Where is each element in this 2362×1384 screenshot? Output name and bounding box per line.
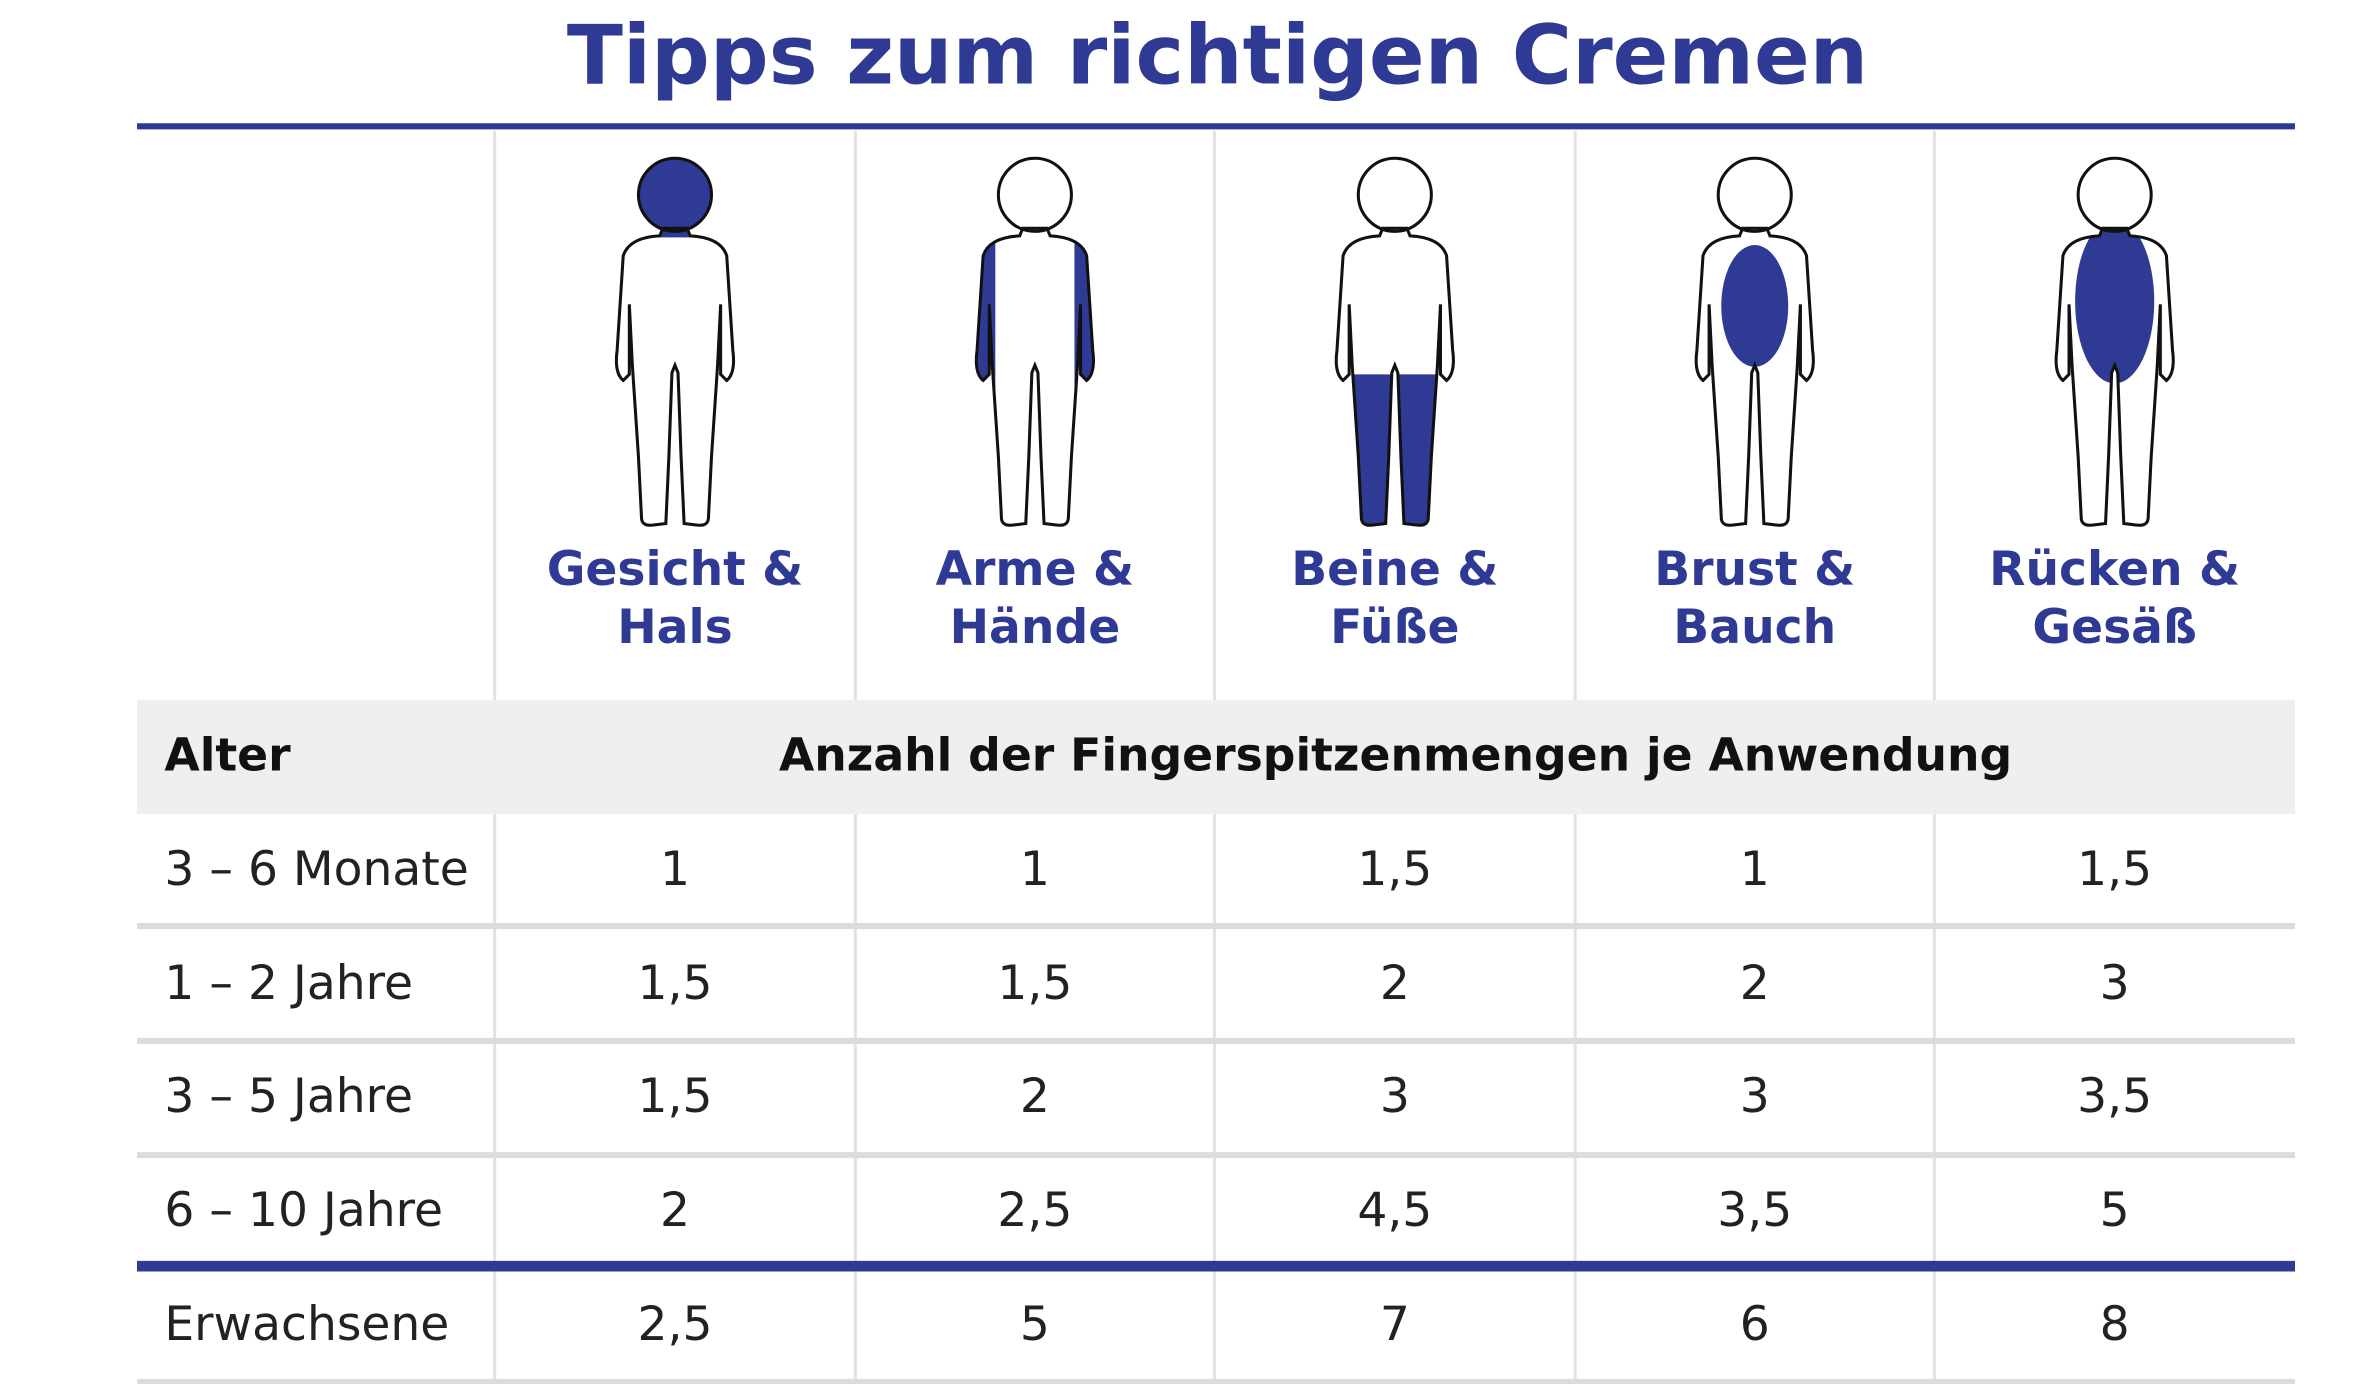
table-cell: 1,5	[2077, 842, 2152, 897]
header-band	[136, 700, 2296, 815]
column-label: Bauch	[1673, 600, 1836, 655]
column-label: Hände	[950, 600, 1121, 655]
table-cell: 2	[1740, 956, 1770, 1011]
highlight	[638, 158, 712, 232]
column-label: Gesäß	[2032, 600, 2197, 655]
header-cell: Alter	[164, 728, 291, 781]
table-cell: 2	[660, 1183, 690, 1238]
header-cell: Anzahl der Fingerspitzenmengen je Anwend…	[779, 728, 2012, 781]
table-cell: 3	[1740, 1069, 1770, 1124]
table-cell: 5	[1020, 1297, 1050, 1352]
table-cell: 1,5	[1357, 842, 1432, 897]
row-label: 3 – 6 Monate	[164, 842, 468, 897]
head-outline	[1356, 156, 1433, 233]
table-cell: 2,5	[637, 1297, 712, 1352]
highlight	[1721, 245, 1789, 367]
row-label: 1 – 2 Jahre	[164, 956, 413, 1011]
table-cell: 1	[660, 842, 690, 897]
head	[1718, 158, 1792, 232]
table-cell: 3,5	[1717, 1183, 1792, 1238]
body-figure	[974, 156, 1096, 527]
table-cell: 1	[1740, 842, 1770, 897]
table-cell: 1,5	[637, 956, 712, 1011]
table-cell: 1	[1020, 842, 1050, 897]
table-cell: 8	[2100, 1297, 2130, 1352]
head-outline	[1716, 156, 1793, 233]
highlight	[659, 228, 691, 238]
head	[1358, 158, 1432, 232]
body-figure	[614, 156, 736, 527]
column-label: Hals	[617, 600, 733, 655]
head	[2078, 158, 2152, 232]
column-label: Brust &	[1654, 542, 1855, 597]
table-cell: 2	[1380, 956, 1410, 1011]
body-figure	[2054, 156, 2175, 527]
column-label: Arme &	[936, 542, 1134, 597]
column-label: Beine &	[1291, 542, 1498, 597]
head	[998, 158, 1072, 232]
table-cell: 3,5	[2077, 1069, 2152, 1124]
column-label: Gesicht &	[547, 542, 804, 597]
table-cell: 7	[1380, 1297, 1410, 1352]
head-outline	[996, 156, 1073, 233]
head-outline	[2076, 156, 2153, 233]
table-cell: 3	[1380, 1069, 1410, 1124]
highlight	[2075, 228, 2155, 384]
column-label: Füße	[1330, 600, 1459, 655]
body-figure	[1334, 156, 1455, 527]
table-cell: 2,5	[997, 1183, 1072, 1238]
table-cell: 1,5	[997, 956, 1072, 1011]
row-label: 6 – 10 Jahre	[164, 1183, 443, 1238]
table-cell: 2	[1020, 1069, 1050, 1124]
column-label: Rücken &	[1989, 542, 2240, 597]
head-outline	[636, 156, 714, 233]
highlight	[1349, 374, 1441, 526]
row-label: Erwachsene	[164, 1297, 449, 1352]
table-cell: 5	[2100, 1183, 2130, 1238]
row-label: 3 – 5 Jahre	[164, 1069, 413, 1124]
table-cell: 4,5	[1357, 1183, 1432, 1238]
body-figure	[1694, 156, 1815, 527]
table-cell: 1,5	[637, 1069, 712, 1124]
table-cell: 3	[2100, 956, 2130, 1011]
title: Tipps zum richtigen Cremen	[567, 8, 1868, 103]
table-cell: 6	[1740, 1297, 1770, 1352]
